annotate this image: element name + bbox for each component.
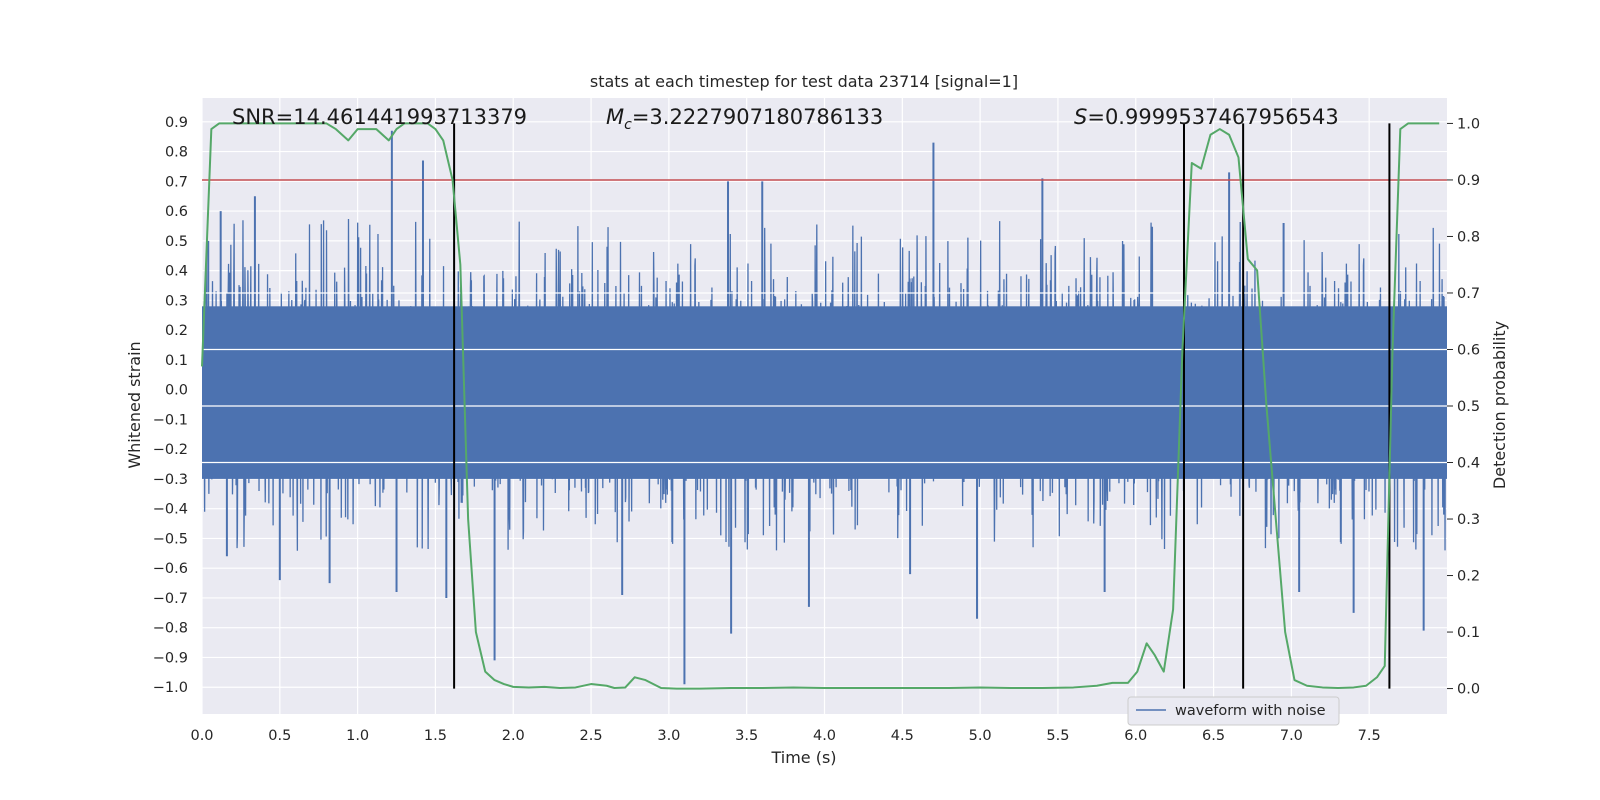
legend-box: [1127, 696, 1340, 726]
x-tick-label: 1.5: [424, 728, 447, 744]
y2-tick-label: 0.1: [1457, 625, 1480, 641]
y-tick-label: 0.7: [165, 174, 188, 190]
mc-annotation: Mc=3.2227907180786133: [606, 105, 883, 133]
y2-tick-label: 1.0: [1457, 116, 1480, 132]
x-axis-ticks: 0.0 0.5 1.0 1.5 2.0 2.5 3.0 3.5 4.0 4.5 5.0 5.5 6.0 6…: [190, 728, 1380, 744]
s-value: =0.9999537467956543: [1087, 105, 1338, 129]
y2-axis-label: Detection probability: [1490, 321, 1509, 489]
x-tick-label: 3.5: [735, 728, 758, 744]
chart-title: stats at each timestep for test data 237…: [590, 72, 1018, 91]
s-symbol: S: [1074, 105, 1087, 129]
legend: waveform with noise: [1127, 696, 1340, 726]
x-tick-label: 0.0: [190, 728, 213, 744]
y2-tick-label: 0.0: [1457, 682, 1480, 698]
y-tick-label: −0.5: [153, 531, 188, 547]
y2-tick-label: 0.2: [1457, 569, 1480, 585]
y-tick-label: −0.1: [153, 412, 188, 428]
x-tick-label: 2.0: [502, 728, 525, 744]
mc-subscript: c: [624, 117, 632, 133]
y-tick-label: −1.0: [153, 680, 188, 696]
snr-annotation: SNR=14.461441993713379: [232, 105, 527, 129]
probability-series: [201, 122, 1440, 690]
y-tick-label: 0.4: [165, 264, 188, 280]
x-tick-label: 3.0: [657, 728, 680, 744]
x-tick-label: 1.0: [346, 728, 369, 744]
y2-tick-label: 0.8: [1457, 229, 1480, 245]
legend-label-waveform: waveform with noise: [1175, 703, 1326, 719]
waveform-core: [202, 306, 1447, 479]
y-axis-ticks: 0.9 0.8 0.7 0.6 0.5 0.4 0.3 0.2 0.1 0.0 −0.1 −0.2 −0…: [153, 115, 188, 696]
y-tick-label: −0.9: [153, 650, 188, 666]
y2-axis-ticks: 1.0 0.9 0.8 0.7 0.6 0.5 0.4 0.3 0.2 0.1 0.0: [1447, 116, 1480, 698]
x-tick-label: 4.0: [813, 728, 836, 744]
x-tick-label: 4.5: [891, 728, 914, 744]
y-tick-label: −0.3: [153, 472, 188, 488]
x-tick-label: 2.5: [580, 728, 603, 744]
y-tick-label: 0.6: [165, 204, 188, 220]
mc-symbol: M: [606, 105, 624, 129]
x-tick-label: 7.0: [1280, 728, 1303, 744]
x-tick-label: 6.5: [1202, 728, 1225, 744]
x-tick-label: 6.0: [1124, 728, 1147, 744]
y-tick-label: −0.8: [153, 621, 188, 637]
y2-tick-label: 0.5: [1457, 399, 1480, 415]
y2-tick-label: 0.6: [1457, 342, 1480, 358]
s-annotation: S=0.9999537467956543: [1074, 105, 1339, 129]
y-tick-label: −0.2: [153, 442, 188, 458]
probability-line: [201, 122, 1440, 690]
y2-tick-label: 0.3: [1457, 512, 1480, 528]
y-tick-label: −0.4: [153, 502, 188, 518]
x-tick-label: 0.5: [268, 728, 291, 744]
mc-value: =3.2227907180786133: [632, 105, 883, 129]
overlay-lines: [202, 123, 1447, 689]
y-tick-label: 0.1: [165, 353, 188, 369]
y-tick-label: −0.7: [153, 591, 188, 607]
x-tick-label: 7.5: [1358, 728, 1381, 744]
y-tick-label: 0.3: [165, 293, 188, 309]
waveform-series: [202, 130, 1447, 685]
y-axis-label: Whitened strain: [125, 341, 144, 468]
y2-tick-label: 0.9: [1457, 173, 1480, 189]
x-tick-label: 5.0: [969, 728, 992, 744]
y-tick-label: 0.5: [165, 234, 188, 250]
y-tick-label: 0.9: [165, 115, 188, 131]
y2-tick-label: 0.7: [1457, 286, 1480, 302]
x-axis-label: Time (s): [770, 748, 836, 767]
y-tick-label: −0.6: [153, 561, 188, 577]
x-tick-label: 5.5: [1046, 728, 1069, 744]
y2-tick-label: 0.4: [1457, 456, 1480, 472]
y-tick-label: 0.8: [165, 145, 188, 161]
y-tick-label: 0.2: [165, 323, 188, 339]
y-tick-label: 0.0: [165, 383, 188, 399]
